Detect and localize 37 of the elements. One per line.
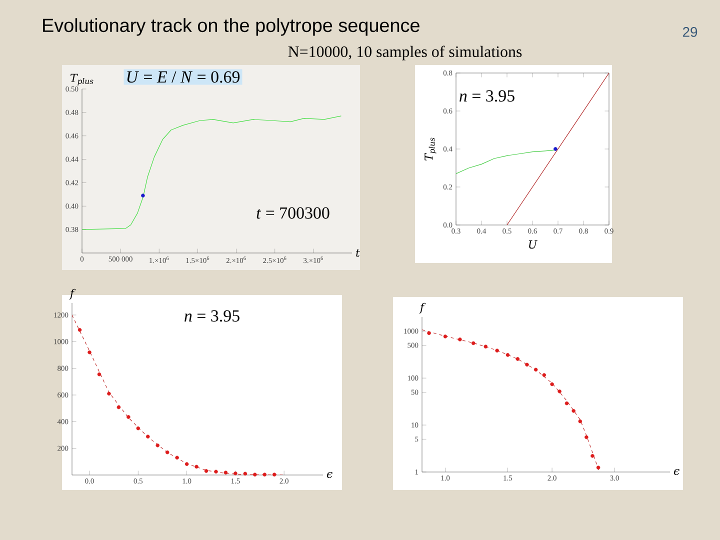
point xyxy=(88,350,92,354)
point xyxy=(165,450,170,454)
point xyxy=(97,372,102,376)
text: 29 xyxy=(682,27,698,37)
text: U = E / N = 0.69 xyxy=(127,71,240,83)
point xyxy=(243,472,248,476)
point xyxy=(175,456,179,460)
text: N=10000, 10 samples of simulations xyxy=(288,46,522,60)
point xyxy=(272,472,276,476)
chart-title: Evolutionary track on the polytrope sequence xyxy=(43,18,420,36)
point xyxy=(156,444,160,448)
y-axis-title: f xyxy=(419,302,426,314)
y-axis-title: T$_{plus}$ xyxy=(70,74,94,86)
x-axis-title: t xyxy=(356,249,360,257)
point xyxy=(253,472,257,476)
annotation: n = 3.95 xyxy=(184,310,240,322)
x-axis-title: ϵ xyxy=(326,472,332,478)
point xyxy=(262,472,267,476)
point xyxy=(224,470,228,474)
x-axis-title: ϵ xyxy=(674,469,680,475)
annotation: n = 3.95 xyxy=(460,90,514,102)
x-axis-title: U xyxy=(529,240,538,249)
point xyxy=(78,328,82,332)
point xyxy=(214,470,218,474)
point xyxy=(184,462,189,466)
point xyxy=(107,392,111,396)
annotation: t = 700300 xyxy=(256,207,330,219)
point xyxy=(194,464,198,469)
point xyxy=(234,472,238,476)
point xyxy=(116,405,121,410)
y-axis-title: f xyxy=(69,288,76,300)
point xyxy=(146,434,150,438)
point xyxy=(136,426,140,430)
line-series xyxy=(82,116,342,230)
point xyxy=(204,469,208,473)
point xyxy=(126,415,130,419)
y-axis-title: T$_{plus}$ xyxy=(424,138,436,161)
